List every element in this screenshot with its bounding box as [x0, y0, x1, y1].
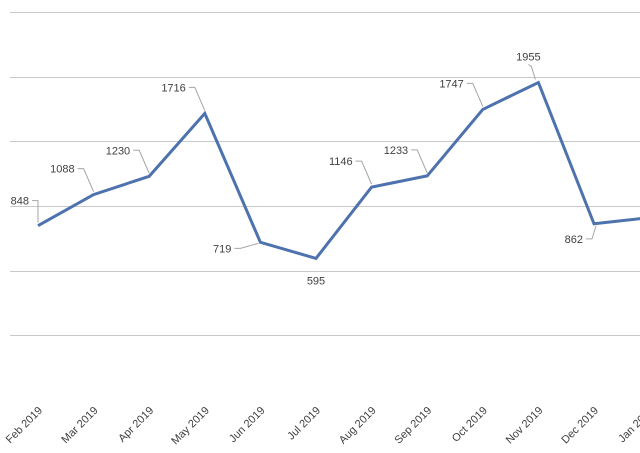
data-label: 1716 — [161, 82, 185, 94]
data-label-leader — [133, 149, 150, 174]
x-tick-label: Jul 2019 — [285, 405, 323, 443]
x-tick-label: Dec 2019 — [559, 405, 601, 447]
data-label-leader — [188, 86, 206, 111]
data-label: 719 — [213, 243, 231, 255]
data-label-leader — [77, 168, 95, 192]
data-label-leader — [411, 149, 428, 174]
data-label: 1230 — [106, 145, 130, 157]
data-label-leader — [32, 200, 39, 223]
data-label-leader — [355, 160, 373, 185]
x-tick-label: May 2019 — [169, 405, 212, 448]
series-layer — [37, 80, 640, 261]
data-label-leader — [234, 242, 259, 249]
data-label: 595 — [307, 275, 325, 287]
x-tick-label: Jun 2019 — [227, 405, 267, 445]
gridlines — [10, 12, 640, 336]
data-label: 1088 — [50, 164, 74, 176]
data-label-leader — [586, 225, 597, 240]
data-label: 1146 — [329, 156, 353, 168]
x-tick-label: Mar 2019 — [59, 405, 100, 446]
x-tick-label: Feb 2019 — [4, 405, 45, 446]
data-label: 1955 — [516, 51, 540, 63]
x-tick-label: Nov 2019 — [504, 405, 546, 447]
data-label: 862 — [565, 234, 583, 246]
data-label: 1747 — [439, 78, 463, 90]
series-line — [37, 80, 640, 261]
data-labels: 848 1088 1230 1716 719 595 1146 1233 1747 1955 862 — [11, 51, 597, 287]
x-tick-label: Aug 2019 — [337, 405, 379, 447]
x-tick-label: Oct 2019 — [450, 405, 490, 445]
x-tick-label: Sep 2019 — [393, 405, 435, 447]
x-tick-label: Apr 2019 — [116, 405, 156, 445]
x-axis-ticks: Feb 2019 Mar 2019 Apr 2019 May 2019 Jun 2019… — [4, 405, 640, 448]
data-label: 848 — [11, 196, 29, 208]
data-label-leader — [466, 82, 484, 107]
data-label-leader — [528, 64, 536, 80]
data-label: 1233 — [384, 145, 408, 157]
x-tick-label: Jan 2020 — [616, 405, 640, 445]
